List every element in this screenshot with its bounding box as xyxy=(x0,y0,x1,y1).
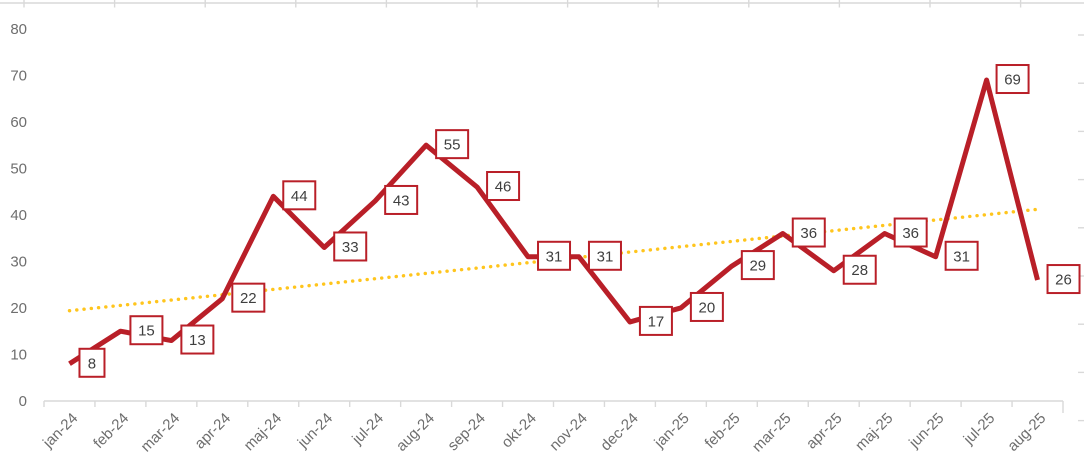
data-label: 33 xyxy=(333,231,368,262)
data-label-value: 36 xyxy=(902,225,919,242)
data-label-value: 29 xyxy=(749,258,766,275)
data-label-box xyxy=(842,254,877,285)
x-axis-label: maj-24 xyxy=(241,410,285,454)
y-axis-label: 30 xyxy=(10,253,27,270)
x-axis-label: dec-24 xyxy=(597,410,641,454)
data-label-box xyxy=(1046,264,1081,295)
data-label-value: 31 xyxy=(953,248,970,265)
x-axis-label: jan-24 xyxy=(39,410,81,452)
data-label: 28 xyxy=(842,254,877,285)
y-axis-label: 80 xyxy=(10,21,27,38)
x-axis-label: mar-25 xyxy=(749,410,795,456)
data-label-box xyxy=(78,347,106,378)
data-label-box xyxy=(944,240,979,271)
y-axis-label: 60 xyxy=(10,114,27,131)
data-label-value: 8 xyxy=(88,355,96,372)
trendline xyxy=(67,207,1040,313)
data-label: 29 xyxy=(740,250,775,281)
y-axis-label: 20 xyxy=(10,300,27,317)
y-axis-label: 0 xyxy=(19,393,27,410)
data-label-box xyxy=(435,129,470,160)
top-axis xyxy=(0,0,1084,8)
x-axis-label: aug-24 xyxy=(393,410,438,455)
data-label: 55 xyxy=(435,129,470,160)
data-label-box xyxy=(231,282,266,313)
data-label-box xyxy=(282,180,317,211)
data-label-box xyxy=(740,250,775,281)
y-axis-label: 70 xyxy=(10,67,27,84)
x-axis-label: jul-24 xyxy=(348,410,387,449)
x-axis-label: jun-24 xyxy=(294,410,336,452)
x-axis-label: nov-24 xyxy=(546,410,590,454)
x-axis-label: apr-25 xyxy=(803,410,846,453)
data-label: 31 xyxy=(537,240,572,271)
data-label-box xyxy=(384,184,419,215)
data-label-value: 26 xyxy=(1055,272,1072,289)
data-label-value: 36 xyxy=(800,225,817,242)
data-label-box xyxy=(180,324,215,355)
x-axis-label: mar-24 xyxy=(138,410,184,456)
data-label-box xyxy=(638,305,673,336)
data-label-box xyxy=(537,240,572,271)
x-axis-label: okt-24 xyxy=(498,410,540,452)
x-axis-label: feb-24 xyxy=(90,410,132,452)
data-label-value: 46 xyxy=(495,179,512,196)
data-label: 8 xyxy=(78,347,106,378)
data-label-box xyxy=(689,291,724,322)
data-label-value: 31 xyxy=(546,248,563,265)
data-label: 31 xyxy=(587,240,622,271)
data-label-box xyxy=(995,64,1030,95)
data-label-value: 55 xyxy=(444,137,461,154)
data-label-value: 44 xyxy=(291,188,308,205)
data-label: 26 xyxy=(1046,264,1081,295)
x-axis: jan-24 feb-24 mar-24 apr-24 maj-24 jun-24 jul-… xyxy=(39,400,1064,456)
data-label-value: 31 xyxy=(597,248,614,265)
data-label-box xyxy=(129,315,164,346)
data-labels: 8 15 13 22 44 33 43 55 46 31 31 17 20 29 36 28 36 31 69 26 xyxy=(78,64,1081,378)
data-label-box xyxy=(587,240,622,271)
data-label-box xyxy=(893,217,928,248)
data-label-box xyxy=(486,171,521,202)
data-label: 44 xyxy=(282,180,317,211)
right-axis-ticks xyxy=(1078,34,1084,422)
data-label-value: 33 xyxy=(342,239,359,256)
y-axis-label: 10 xyxy=(10,346,27,363)
x-axis-label: jul-25 xyxy=(960,410,999,449)
x-axis-label: jan-25 xyxy=(650,410,692,452)
data-label: 43 xyxy=(384,184,419,215)
data-label-value: 43 xyxy=(393,192,410,209)
data-label-value: 13 xyxy=(189,332,206,349)
y-axis: 0 10 20 30 40 50 60 70 80 xyxy=(10,21,27,410)
data-label: 20 xyxy=(689,291,724,322)
data-label: 46 xyxy=(486,171,521,202)
data-series-line xyxy=(68,77,1040,366)
data-label-value: 17 xyxy=(648,313,665,330)
x-axis-label: aug-25 xyxy=(1004,410,1049,455)
y-axis-label: 50 xyxy=(10,160,27,177)
x-axis-label: apr-24 xyxy=(191,410,234,453)
data-label-value: 15 xyxy=(138,323,155,340)
data-label: 22 xyxy=(231,282,266,313)
data-label-box xyxy=(791,217,826,248)
y-axis-label: 40 xyxy=(10,207,27,224)
data-label-value: 28 xyxy=(851,262,868,279)
data-label-box xyxy=(333,231,368,262)
data-label: 36 xyxy=(791,217,826,248)
x-axis-label: maj-25 xyxy=(852,410,896,454)
x-axis-label: feb-25 xyxy=(702,410,744,452)
data-label: 31 xyxy=(944,240,979,271)
data-label: 36 xyxy=(893,217,928,248)
data-label: 13 xyxy=(180,324,215,355)
data-label-value: 69 xyxy=(1004,72,1021,89)
x-axis-label: sep-24 xyxy=(444,410,488,454)
x-axis-label: jun-25 xyxy=(905,410,947,452)
data-label-value: 22 xyxy=(240,290,257,307)
data-label: 17 xyxy=(638,305,673,336)
data-label: 69 xyxy=(995,64,1030,95)
data-label: 15 xyxy=(129,315,164,346)
data-label-value: 20 xyxy=(699,299,716,316)
